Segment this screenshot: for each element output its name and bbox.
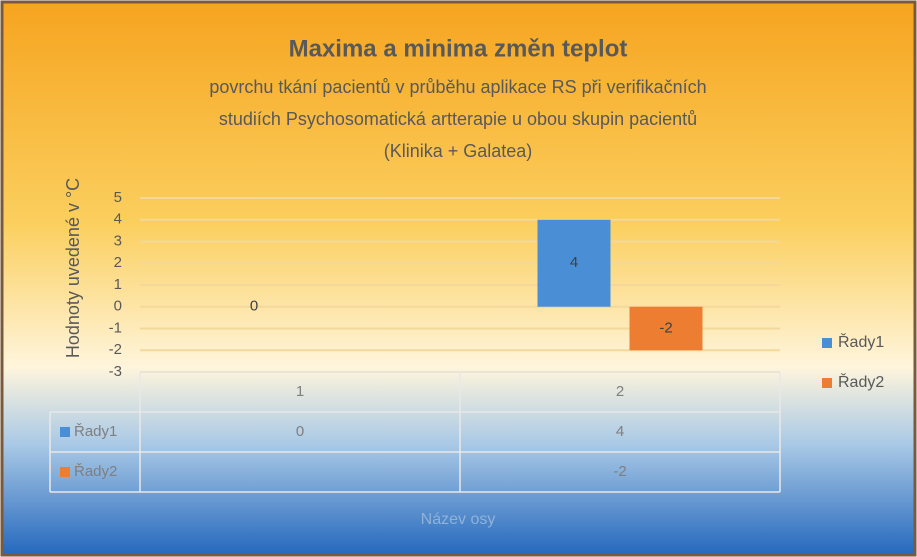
data-label: -2	[659, 319, 672, 336]
y-tick-label: -3	[109, 363, 122, 380]
y-tick-label: -2	[109, 341, 122, 358]
y-tick-label: 3	[114, 232, 122, 249]
y-tick-label: -1	[109, 319, 122, 336]
table-row-label: Řady2	[74, 463, 117, 480]
y-tick-label: 1	[114, 276, 122, 293]
chart-title: Maxima a minima změn teplot	[289, 35, 628, 62]
y-axis-label: Hodnoty uvedené v °C	[63, 178, 83, 358]
subtitle-line: povrchu tkání pacientů v průběhu aplikac…	[209, 77, 706, 97]
bar	[537, 219, 611, 307]
subtitle-line: studiích Psychosomatická artterapie u ob…	[219, 109, 697, 129]
bar	[629, 306, 703, 351]
subtitle-line: (Klinika + Galatea)	[384, 141, 533, 161]
x-tick-label: 2	[616, 383, 624, 400]
x-tick-label: 1	[296, 383, 304, 400]
table-cell: 0	[296, 423, 304, 440]
legend-label: Řady1	[838, 332, 884, 351]
y-tick-label: 2	[114, 254, 122, 271]
x-axis-label: Název osy	[421, 511, 496, 528]
legend-key	[822, 338, 832, 348]
data-label: 4	[570, 254, 578, 271]
y-tick-label: 4	[114, 211, 122, 228]
y-tick-label: 0	[114, 298, 122, 315]
table-legend-key	[60, 427, 70, 437]
table-row-label: Řady1	[74, 423, 117, 440]
table-legend-key	[60, 467, 70, 477]
legend-label: Řady2	[838, 372, 884, 391]
y-tick-label: 5	[114, 189, 122, 206]
legend-key	[822, 378, 832, 388]
table-cell: -2	[613, 463, 626, 480]
data-label: 0	[250, 298, 258, 315]
table-cell: 4	[616, 423, 624, 440]
